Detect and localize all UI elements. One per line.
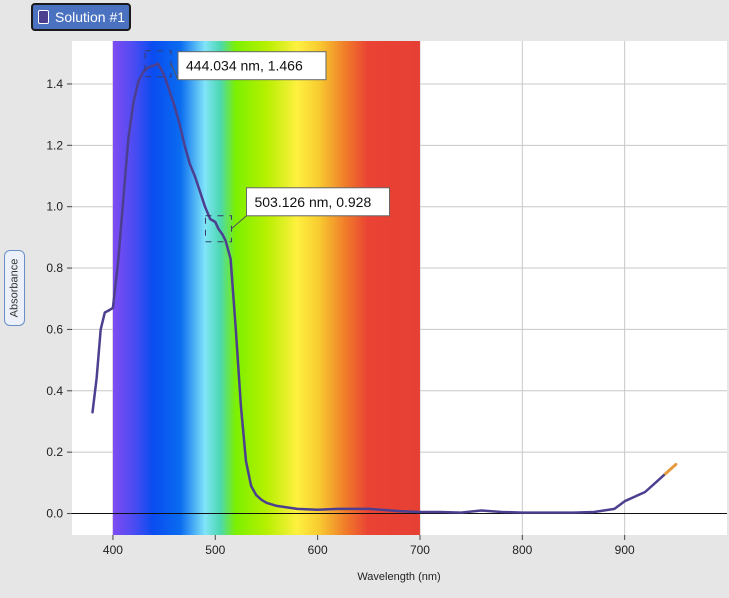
x-axis-label: Wavelength (nm): [357, 571, 440, 583]
y-tick-label-0.2: 0.2: [46, 445, 63, 459]
series-end-marker: [664, 462, 678, 476]
callout-box-1: [177, 51, 327, 81]
x-tick-label-500: 500: [205, 543, 225, 557]
callout-1[interactable]: 444.034 nm, 1.466: [144, 50, 327, 81]
visible-spectrum-band: [112, 41, 420, 535]
callout-2[interactable]: 503.126 nm, 0.928: [204, 187, 390, 243]
y-tick-label-0.6: 0.6: [46, 322, 63, 336]
callouts-layer: 444.034 nm, 1.466 503.126 nm, 0.928: [144, 50, 390, 243]
callout-label-1: 444.034 nm, 1.466: [186, 58, 303, 74]
x-tick-label-400: 400: [103, 543, 123, 557]
x-tick-label-600: 600: [308, 543, 328, 557]
x-tick-label-800: 800: [512, 543, 532, 557]
y-tick-label-1.4: 1.4: [46, 77, 63, 91]
callout-leader-1: [170, 63, 179, 80]
y-axis-label-button[interactable]: Absorbance: [4, 250, 25, 326]
legend-swatch: [38, 10, 49, 24]
y-tick-label-0.0: 0.0: [46, 507, 63, 521]
series-layer: [91, 62, 678, 514]
callout-label-2: 503.126 nm, 0.928: [254, 194, 371, 210]
x-tick-label-700: 700: [410, 543, 430, 557]
legend-solution-1[interactable]: Solution #1: [31, 3, 131, 31]
legend-label: Solution #1: [55, 9, 126, 25]
callout-box-2: [245, 187, 390, 217]
y-tick-label-0.4: 0.4: [46, 384, 63, 398]
callout-leader-2: [231, 215, 247, 230]
y-tick-label-1.0: 1.0: [46, 200, 63, 214]
y-tick-label-0.8: 0.8: [46, 261, 63, 275]
axis-ticks: 400 500 600 700 800 900 0.0 0.2 0.4 0.6 0.8 1.0 1.2 1…: [46, 77, 635, 557]
y-tick-label-1.2: 1.2: [46, 138, 63, 152]
series-line-0[interactable]: [91, 62, 678, 514]
x-tick-label-900: 900: [615, 543, 635, 557]
